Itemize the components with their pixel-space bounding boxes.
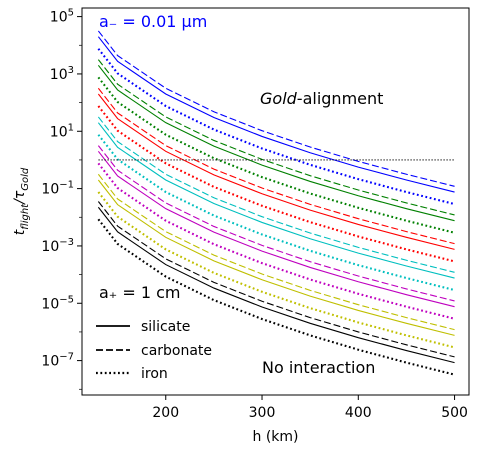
x-tick-label-500: 500	[441, 405, 468, 421]
no-interaction-annotation: No interaction	[262, 358, 375, 377]
series-line-5-carbonate	[97, 145, 455, 302]
y-tick-label-3: 103	[50, 65, 74, 83]
x-tick-label-300: 300	[249, 405, 276, 421]
series-line-6-carbonate	[97, 173, 455, 331]
series-line-1-carbonate	[97, 30, 455, 187]
plot-frame	[81, 7, 470, 396]
series-line-2-carbonate	[97, 59, 455, 216]
legend: silicate carbonate iron	[96, 319, 212, 382]
series-layer	[97, 30, 455, 376]
series-line-2-silicate	[97, 64, 455, 222]
series-line-3-silicate	[97, 93, 455, 250]
series-line-7-carbonate	[97, 201, 455, 358]
series-line-4-silicate	[97, 122, 455, 279]
series-line-1-iron	[97, 48, 455, 206]
legend-label-carbonate: carbonate	[141, 343, 212, 359]
y-tick-label--1: 10−1	[41, 180, 74, 198]
series-line-4-iron	[97, 134, 455, 292]
x-axis-ticks: 200 300 400 500	[152, 395, 468, 421]
series-line-3-iron	[97, 105, 455, 263]
x-tick-label-400: 400	[345, 405, 372, 421]
legend-label-iron: iron	[141, 366, 168, 382]
y-tick-label--3: 10−3	[41, 237, 74, 255]
series-line-6-iron	[97, 191, 455, 349]
y-tick-label--7: 10−7	[41, 352, 74, 370]
series-line-2-iron	[97, 76, 455, 234]
y-axis-label: tflight/τGold	[12, 167, 31, 235]
bottom-size-label: a₊ = 1 cm	[99, 283, 180, 302]
series-line-1-silicate	[97, 36, 455, 193]
y-tick-label--5: 10−5	[41, 294, 74, 312]
series-line-3-carbonate	[97, 87, 455, 245]
legend-label-silicate: silicate	[141, 319, 190, 335]
series-line-7-iron	[97, 218, 455, 376]
series-line-7-silicate	[97, 206, 455, 364]
x-tick-label-200: 200	[152, 405, 179, 421]
series-line-5-iron	[97, 162, 455, 320]
series-line-4-carbonate	[97, 116, 455, 273]
x-axis-label: h (km)	[253, 429, 299, 445]
y-tick-label-5: 105	[50, 8, 74, 26]
y-axis-ticks: 10−7 10−5 10−3 10−1 101 103 105	[41, 8, 82, 390]
y-tick-label-1: 101	[50, 122, 74, 140]
series-line-6-silicate	[97, 179, 455, 336]
series-line-5-silicate	[97, 150, 455, 308]
top-size-label: a₋ = 0.01 μm	[99, 12, 207, 31]
gold-alignment-annotation: Gold-alignment	[260, 89, 383, 108]
